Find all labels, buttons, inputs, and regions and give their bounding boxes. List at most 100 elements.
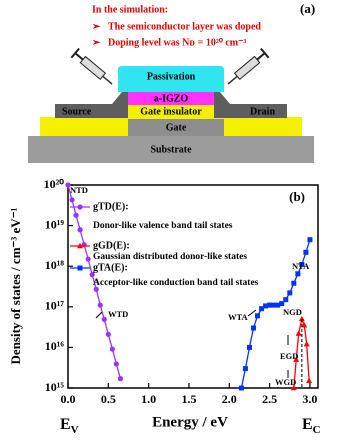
marker: [242, 366, 248, 372]
note: In the simulation:: [92, 4, 168, 15]
marker: [299, 262, 305, 268]
marker: [295, 330, 302, 336]
layer-label: Drain: [250, 106, 275, 117]
legend-description: Acceptor-like conduction band tail state…: [93, 278, 259, 288]
y-tick-label: 10¹⁶: [45, 339, 65, 353]
marker: [89, 272, 95, 278]
marker: [275, 302, 281, 308]
marker: [117, 376, 124, 382]
drain: [207, 92, 287, 118]
y-tick-label: 10²⁰: [44, 177, 65, 191]
passivation: [118, 66, 224, 92]
annotation: EGD: [280, 351, 298, 361]
semiconductor: [128, 92, 214, 105]
marker: [246, 344, 252, 350]
plot-frame: [67, 184, 319, 389]
marker: [93, 286, 99, 292]
legend-label: gGD(E):: [93, 240, 130, 251]
marker: [283, 297, 289, 303]
x-tick-label: 2.0: [222, 392, 237, 406]
syringe: [70, 47, 113, 85]
marker: [250, 325, 256, 331]
marker: [255, 313, 261, 319]
x-tick-label: 0.5: [101, 392, 116, 406]
legend-label: gTA(E):: [93, 262, 128, 273]
marker: [307, 237, 313, 243]
marker: [105, 331, 111, 337]
marker: [298, 315, 305, 322]
arrow: [247, 309, 257, 317]
marker: [303, 340, 310, 347]
note: Doping level was Nᴅ = 10²⁰ cm⁻³: [108, 37, 246, 48]
x-tick-label: 3.0: [302, 392, 317, 406]
marker: [306, 377, 313, 384]
x-tick-label: 1.5: [181, 392, 196, 406]
marker: [293, 356, 300, 362]
x-tick-label: 0.0: [61, 392, 76, 406]
marker: [85, 256, 91, 262]
note: The semiconductor layer was doped: [108, 21, 261, 32]
legend-description: Gaussian distributed donor-like states: [93, 252, 247, 262]
ec-sub: C: [313, 424, 321, 436]
annotation: WTD: [108, 309, 128, 319]
marker: [303, 249, 309, 255]
layer-label: Substrate: [150, 144, 192, 155]
marker: [290, 384, 297, 391]
y-tick-label: 10¹⁹: [45, 217, 65, 231]
layer-label: Gate insulator: [140, 106, 202, 117]
annotation: NGD: [283, 307, 302, 317]
marker: [259, 306, 265, 312]
marker: [97, 302, 103, 308]
ev-sub: V: [71, 424, 79, 436]
marker: [101, 316, 107, 322]
layer-label: Source: [62, 106, 92, 117]
legend-description: Donor-like valence band tail states: [93, 221, 233, 231]
marker: [267, 302, 273, 308]
marker: [77, 204, 83, 210]
marker: [113, 361, 119, 367]
marker: [77, 265, 83, 271]
marker: [109, 346, 115, 352]
marker: [301, 322, 308, 328]
marker: [279, 301, 285, 307]
source: [55, 92, 135, 118]
marker: [77, 227, 83, 233]
layer-label: a-IGZO: [154, 93, 189, 104]
annotation: WTA: [228, 312, 249, 322]
ec-main: E: [302, 416, 313, 433]
gate: [128, 119, 224, 136]
marker: [73, 212, 79, 218]
annotation: NTD: [70, 185, 88, 195]
substrate: [28, 136, 314, 163]
y-tick-label: 10¹⁷: [45, 299, 65, 313]
marker: [77, 242, 83, 249]
ev-label: EV: [60, 416, 79, 436]
note-bullet: ➢: [92, 37, 101, 48]
marker: [295, 271, 301, 277]
arrow: [95, 311, 103, 319]
note-bullet: ➢: [92, 21, 101, 32]
x-tick-label: 2.5: [262, 392, 277, 406]
marker: [263, 303, 269, 309]
layer-label: Passivation: [147, 71, 196, 82]
marker: [65, 182, 71, 188]
y-tick-label: 10¹⁸: [45, 258, 65, 272]
y-tick-label: 10¹⁵: [45, 380, 65, 394]
panel-label: (a): [300, 1, 315, 16]
marker: [271, 302, 277, 308]
ev-main: E: [60, 416, 71, 433]
layer-label: Gate: [166, 122, 187, 133]
marker: [69, 197, 75, 203]
ec-label: EC: [302, 416, 321, 436]
marker: [291, 280, 297, 286]
annotation: WGD: [275, 377, 296, 387]
marker: [287, 290, 293, 296]
x-axis-label: Energy / eV: [152, 414, 228, 430]
y-axis-label: Density of states / cm⁻³ eV⁻¹: [8, 207, 23, 364]
legend-label: gTD(E):: [93, 201, 129, 212]
marker: [238, 385, 244, 391]
x-tick-label: 1.0: [141, 392, 156, 406]
insulator: [128, 105, 214, 119]
